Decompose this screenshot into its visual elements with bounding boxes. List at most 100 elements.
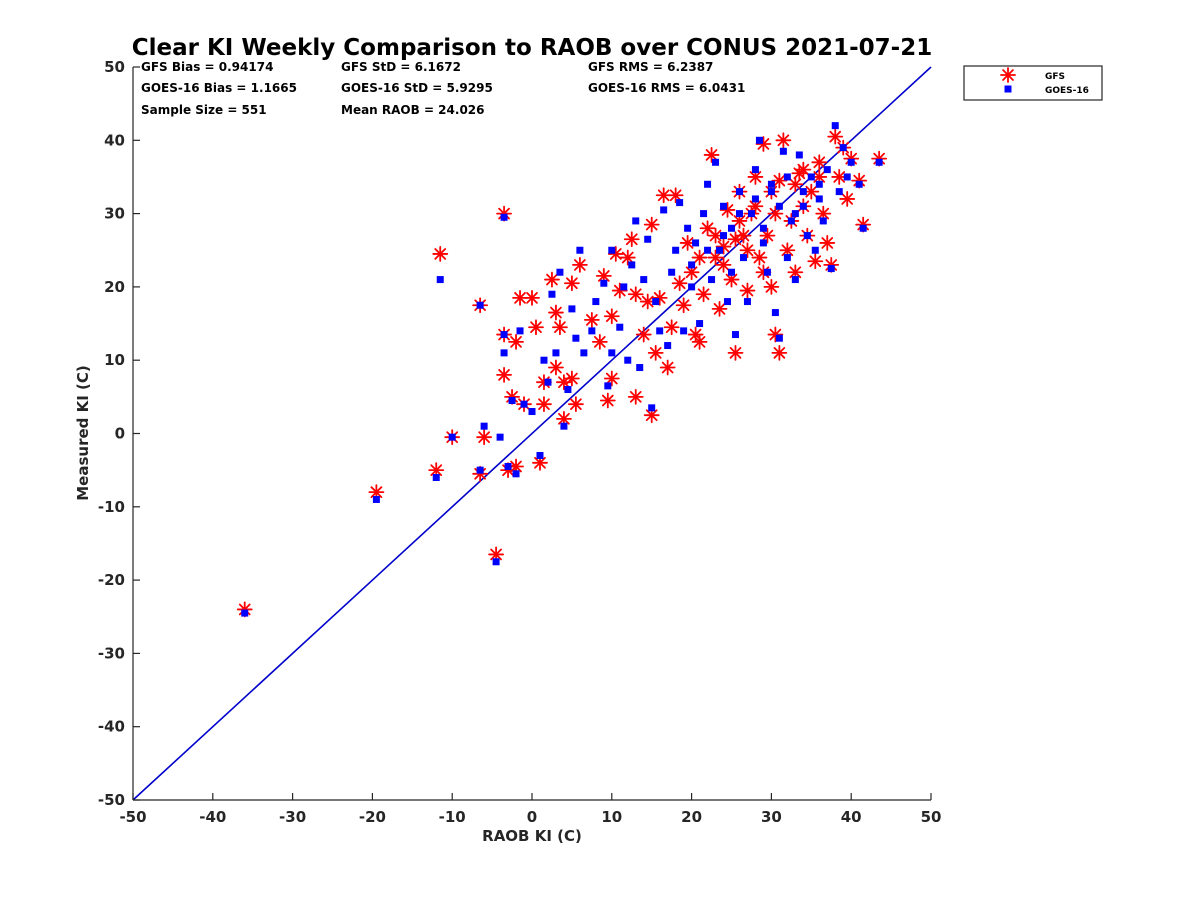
- gfs-point: [432, 246, 449, 262]
- goes16-point: [767, 188, 775, 196]
- goes16-point: [500, 349, 508, 357]
- goes16-point: [712, 158, 720, 166]
- goes16-point: [783, 173, 791, 181]
- stat-sample-size: Sample Size = 551: [141, 103, 267, 117]
- gfs-point: [723, 271, 740, 288]
- goes16-point: [799, 202, 807, 210]
- goes16-point: [372, 495, 380, 503]
- goes16-point: [700, 210, 708, 218]
- gfs-point: [599, 392, 616, 409]
- goes16-point: [728, 224, 735, 232]
- goes16-point: [508, 397, 516, 405]
- goes16-point: [791, 276, 799, 284]
- goes16-point: [576, 246, 584, 254]
- legend: GFS GOES-16: [963, 65, 1103, 101]
- legend-goes16-label: GOES-16: [1045, 86, 1089, 96]
- goes16-point: [640, 276, 648, 284]
- y-tick-label: 50: [104, 58, 125, 76]
- goes16-point: [572, 334, 580, 342]
- goes16-point: [436, 276, 444, 284]
- goes16-point: [771, 309, 779, 317]
- gfs-point: [711, 300, 728, 317]
- gfs-point: [627, 388, 644, 405]
- goes16-point: [763, 268, 771, 276]
- goes16-point: [843, 173, 851, 181]
- goes16-point: [688, 261, 696, 269]
- gfs-point: [739, 242, 756, 259]
- goes16-point: [668, 268, 676, 276]
- gfs-point: [603, 370, 620, 387]
- goes16-point: [803, 232, 811, 240]
- legend-gfs-label: GFS: [1045, 72, 1065, 82]
- stat-gfs-rms: GFS RMS = 6.2387: [588, 60, 713, 74]
- goes16-point: [684, 224, 692, 232]
- goes16-point: [476, 466, 484, 474]
- goes16-point: [724, 298, 732, 306]
- x-axis-title: RAOB KI (C): [482, 827, 582, 845]
- chart-title: Clear KI Weekly Comparison to RAOB over …: [132, 35, 932, 61]
- gfs-point: [839, 191, 856, 207]
- y-axis-ticks: -50 -40 -30 -20 -10 0 10 20 30 40 50: [98, 58, 140, 809]
- goes16-point: [759, 239, 767, 247]
- stat-goes16-rms: GOES-16 RMS = 6.0431: [588, 81, 745, 95]
- goes16-point: [588, 327, 596, 335]
- y-tick-label: 10: [104, 351, 125, 369]
- goes16-point: [767, 180, 775, 188]
- goes16-point: [680, 327, 688, 335]
- gfs-point: [548, 304, 564, 321]
- goes16-point: [656, 327, 664, 335]
- goes16-point: [624, 356, 632, 364]
- legend-gfs-marker: [1000, 67, 1016, 83]
- gfs-point: [731, 213, 748, 229]
- goes16-point: [636, 364, 644, 372]
- goes16-point: [628, 261, 636, 269]
- x-tick-label: -20: [359, 808, 386, 826]
- x-tick-label: -30: [279, 808, 306, 826]
- gfs-point: [739, 282, 756, 299]
- goes16-point: [815, 195, 823, 203]
- goes16-point: [815, 180, 823, 188]
- gfs-point: [619, 249, 636, 266]
- gfs-point: [667, 187, 684, 204]
- goes16-point: [604, 382, 612, 390]
- goes16-point: [755, 136, 763, 144]
- gfs-point: [528, 319, 544, 336]
- y-tick-label: -20: [98, 571, 125, 589]
- goes16-point: [827, 265, 835, 273]
- gfs-point: [623, 231, 640, 248]
- goes16-point: [775, 334, 783, 342]
- goes16-point: [751, 195, 759, 203]
- goes16-point: [632, 217, 640, 225]
- y-tick-label: 40: [104, 131, 125, 149]
- gfs-point: [671, 275, 688, 292]
- gfs-point: [544, 271, 560, 288]
- goes16-point: [644, 235, 652, 243]
- goes16-point: [704, 246, 712, 254]
- goes16-point: [672, 246, 680, 254]
- goes16-point: [751, 166, 759, 174]
- gfs-point: [727, 344, 744, 361]
- gfs-point: [759, 227, 776, 244]
- gfs-point: [635, 326, 652, 343]
- x-tick-label: -40: [199, 808, 226, 826]
- x-tick-label: 20: [681, 808, 702, 826]
- goes16-point: [616, 323, 624, 331]
- gfs-point: [771, 344, 788, 361]
- goes16-point: [556, 268, 564, 276]
- goes16-point: [564, 386, 572, 394]
- goes16-point: [739, 254, 747, 262]
- goes16-point: [504, 462, 512, 470]
- goes16-point: [592, 298, 600, 306]
- goes16-point: [716, 246, 724, 254]
- goes16-point: [664, 342, 672, 350]
- goes16-point: [823, 166, 831, 174]
- goes16-series: [241, 122, 883, 617]
- gfs-point: [536, 396, 552, 413]
- x-tick-label: 50: [921, 808, 942, 826]
- goes16-point: [528, 408, 536, 416]
- goes16-point: [660, 206, 668, 214]
- goes16-point: [496, 433, 504, 441]
- goes16-point: [791, 210, 799, 218]
- stat-goes16-std: GOES-16 StD = 5.9295: [341, 81, 493, 95]
